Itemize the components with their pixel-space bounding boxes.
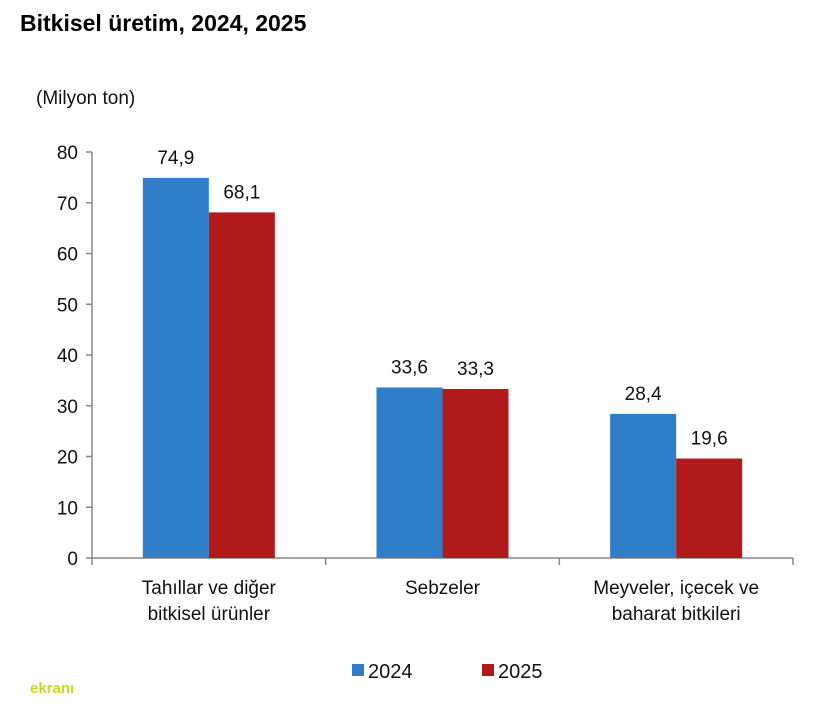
y-tick-label: 60 [57,245,78,266]
bar-2024 [142,177,209,558]
y-tick-label: 70 [57,194,78,215]
data-labels: 74,9 68,1 33,6 33,3 28,4 19,6 [157,148,727,450]
x-tick-label: Tahıllar ve diğer [142,578,277,599]
x-tick-label: baharat bitkileri [612,604,741,625]
y-tick-label: 40 [57,346,78,367]
data-label: 74,9 [157,148,194,169]
bar-2024 [376,387,443,558]
legend-swatch-2025 [482,664,494,676]
data-label: 33,6 [391,357,428,378]
bar-2025 [676,458,743,558]
x-tick-label: Sebzeler [405,578,481,599]
legend-swatch-2024 [352,664,364,676]
watermark-logo: ekranı [30,680,75,697]
y-axis-unit-label: (Milyon ton) [36,88,135,109]
data-label: 33,3 [457,359,494,380]
x-tick-label: bitkisel ürünler [148,604,271,625]
axes: 0 10 20 30 40 50 60 70 80 Tahıllar ve diğer bitkis… [57,143,794,625]
bars [142,177,743,558]
y-tick-label: 20 [57,448,78,469]
y-tick-label: 10 [57,498,78,519]
bar-2025 [442,389,509,558]
data-label: 68,1 [223,182,260,203]
y-tick-label: 80 [57,143,78,164]
x-tick-label: Meyveler, içecek ve [593,578,759,599]
y-tick-label: 30 [57,397,78,418]
chart-title: Bitkisel üretim, 2024, 2025 [20,10,307,36]
bar-2024 [610,413,677,558]
y-tick-label: 50 [57,295,78,316]
bar-2025 [208,212,275,558]
legend-label: 2025 [498,661,543,683]
legend-label: 2024 [368,661,413,683]
y-tick-label: 0 [67,549,78,570]
legend: 2024 2025 [352,661,543,683]
data-label: 28,4 [625,384,662,405]
data-label: 19,6 [691,429,728,450]
